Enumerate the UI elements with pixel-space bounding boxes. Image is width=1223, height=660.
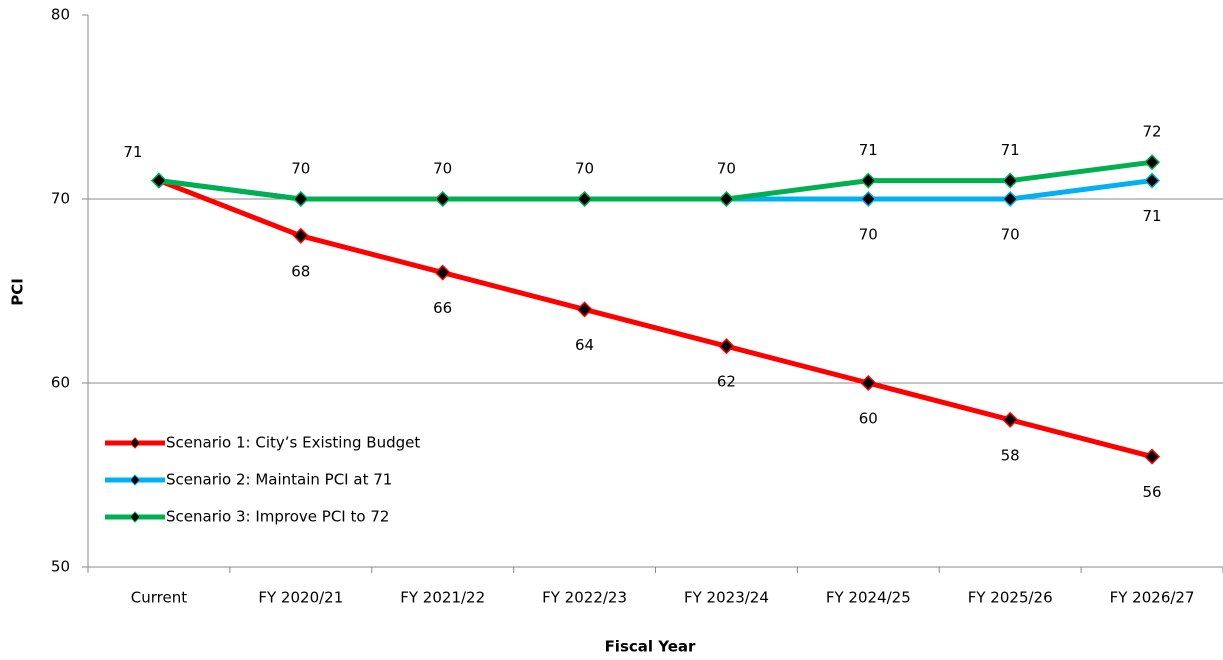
y-tick-label: 70 [51, 190, 70, 208]
x-tick-label: FY 2021/22 [400, 589, 485, 607]
marker [1144, 172, 1161, 189]
marker [434, 264, 451, 281]
legend-marker [129, 511, 141, 523]
x-tick-label: FY 2022/23 [542, 589, 627, 607]
marker [860, 374, 877, 392]
series-line [158, 178, 1153, 460]
data-label: 70 [433, 160, 452, 178]
x-tick-label: FY 2023/24 [684, 589, 769, 607]
marker [860, 190, 877, 208]
y-tick-label: 60 [51, 374, 70, 392]
marker [292, 190, 309, 208]
data-label: 62 [717, 373, 736, 391]
series-line [158, 159, 1153, 202]
data-label: 58 [1001, 446, 1020, 464]
data-label: 70 [859, 226, 878, 244]
y-tick-label: 50 [51, 558, 70, 576]
marker [576, 190, 593, 208]
marker [1002, 411, 1019, 428]
data-label: 70 [1001, 226, 1020, 244]
marker [1144, 448, 1161, 465]
x-tick-label: FY 2026/27 [1110, 589, 1195, 607]
x-tick-label: FY 2024/25 [826, 589, 911, 607]
marker [576, 301, 593, 318]
marker [1002, 190, 1019, 208]
y-tick-label: 80 [51, 6, 70, 24]
x-axis-title: Fiscal Year [605, 638, 696, 656]
data-label: 68 [291, 262, 310, 280]
legend-label: Scenario 2: Maintain PCI at 71 [166, 471, 392, 489]
marker [718, 190, 735, 208]
marker [1144, 154, 1161, 171]
legend-label: Scenario 3: Improve PCI to 72 [166, 508, 389, 526]
marker [860, 172, 877, 189]
y-axis-title: PCI [9, 278, 27, 306]
data-label: 71 [1143, 207, 1162, 225]
marker [292, 227, 309, 244]
marker [718, 338, 735, 355]
data-label: 56 [1143, 483, 1162, 501]
data-label: 71 [123, 143, 142, 161]
data-label: 71 [1001, 141, 1020, 159]
data-label: 70 [575, 160, 594, 178]
marker [434, 190, 451, 208]
x-tick-label: FY 2025/26 [968, 589, 1053, 607]
x-tick-label: FY 2020/21 [258, 589, 343, 607]
marker [1002, 172, 1019, 189]
data-label: 66 [433, 299, 452, 317]
legend-marker [129, 437, 141, 449]
data-label: 60 [859, 410, 878, 428]
data-label: 70 [291, 160, 310, 178]
series-line [158, 178, 1153, 202]
legend-label: Scenario 1: City’s Existing Budget [166, 434, 420, 452]
data-label: 71 [859, 141, 878, 159]
x-tick-label: Current [131, 589, 187, 607]
legend-marker [129, 474, 141, 486]
data-label: 72 [1143, 123, 1162, 141]
data-label: 70 [717, 160, 736, 178]
data-label: 64 [575, 336, 594, 354]
marker [150, 172, 167, 189]
